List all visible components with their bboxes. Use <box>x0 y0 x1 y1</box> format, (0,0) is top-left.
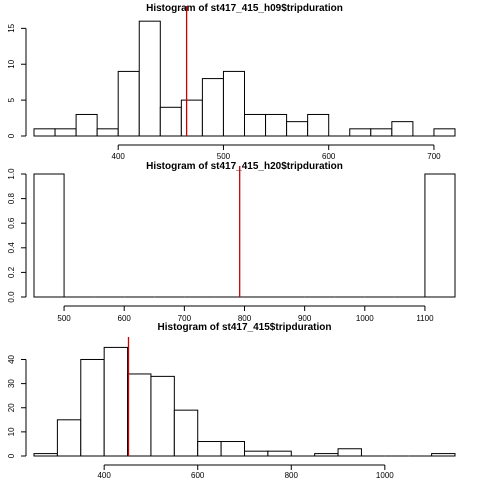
y-tick-label: 0 <box>7 453 16 458</box>
histogram-bar <box>127 373 152 457</box>
x-tick-label: 1000 <box>376 471 394 480</box>
y-tick-label: 10 <box>7 427 16 436</box>
histogram-panel-h09: Histogram of st417_415_h09$tripduration 4… <box>7 3 456 161</box>
histogram-bar <box>138 20 161 137</box>
y-tick-label: 40 <box>7 354 16 363</box>
histogram-bar <box>286 121 309 137</box>
histogram-bar <box>222 70 245 137</box>
histogram-bar <box>33 173 65 298</box>
x-tick-label: 500 <box>57 314 71 323</box>
histogram-bar <box>33 128 56 137</box>
x-tick-label: 600 <box>322 152 336 161</box>
y-tick-label: 30 <box>7 379 16 388</box>
y-tick-label: 15 <box>7 23 16 32</box>
histogram-bar <box>391 121 414 137</box>
histogram-bar <box>33 453 58 457</box>
histogram-panel-h20: Histogram of st417_415_h20$tripduration 5… <box>7 161 456 323</box>
x-tick-label: 600 <box>191 471 205 480</box>
y-tick-label: 0.6 <box>7 217 16 229</box>
x-tick-label: 400 <box>97 471 111 480</box>
histogram-bar <box>244 450 269 457</box>
y-tick-label: 0.2 <box>7 266 16 278</box>
histogram-bar <box>424 173 456 298</box>
y-tick-label: 20 <box>7 403 16 412</box>
histogram-bar <box>244 113 267 137</box>
histogram-bar <box>54 128 77 137</box>
x-tick-label: 900 <box>298 314 312 323</box>
x-tick-label: 500 <box>217 152 231 161</box>
x-tick-label: 700 <box>427 152 441 161</box>
histogram-bar <box>431 453 456 457</box>
histogram-bar <box>159 106 182 137</box>
histogram-bar <box>197 441 222 457</box>
x-tick-label: 800 <box>238 314 252 323</box>
y-tick-label: 0.0 <box>7 291 16 303</box>
x-tick-label: 1000 <box>356 314 374 323</box>
histogram-bar <box>103 346 129 457</box>
x-tick-label: 1100 <box>416 314 434 323</box>
histogram-bar <box>75 113 98 137</box>
y-tick-label: 5 <box>7 97 16 102</box>
x-tick-label: 800 <box>285 471 299 480</box>
chart-title-all: Histogram of st417_415$tripduration <box>158 322 332 333</box>
x-tick-label: 600 <box>118 314 132 323</box>
histogram-bar <box>267 450 292 457</box>
histogram-bar <box>180 99 203 137</box>
y-tick-label: 0 <box>7 133 16 138</box>
histogram-bar <box>370 128 393 137</box>
y-tick-label: 1.0 <box>7 168 16 180</box>
histogram-bar <box>307 113 330 137</box>
histogram-bar <box>314 453 339 457</box>
histogram-bar <box>265 113 288 137</box>
histogram-bar <box>80 358 105 457</box>
histogram-bar <box>150 375 175 457</box>
histogram-bar <box>337 448 362 457</box>
histogram-bar <box>433 128 456 137</box>
histogram-bar <box>349 128 372 137</box>
y-tick-label: 0.4 <box>7 242 16 254</box>
histogram-bar <box>117 70 140 137</box>
chart-title-h09: Histogram of st417_415_h09$tripduration <box>146 3 343 14</box>
histogram-bar <box>56 419 82 457</box>
histogram-bar <box>96 128 119 137</box>
y-tick-label: 10 <box>7 59 16 68</box>
histogram-bar <box>201 78 224 137</box>
chart-title-h20: Histogram of st417_415_h20$tripduration <box>146 161 343 172</box>
y-tick-label: 0.8 <box>7 192 16 204</box>
histogram-bar <box>220 441 246 457</box>
x-tick-label: 700 <box>178 314 192 323</box>
histogram-bar <box>173 409 199 457</box>
x-tick-label: 400 <box>112 152 126 161</box>
